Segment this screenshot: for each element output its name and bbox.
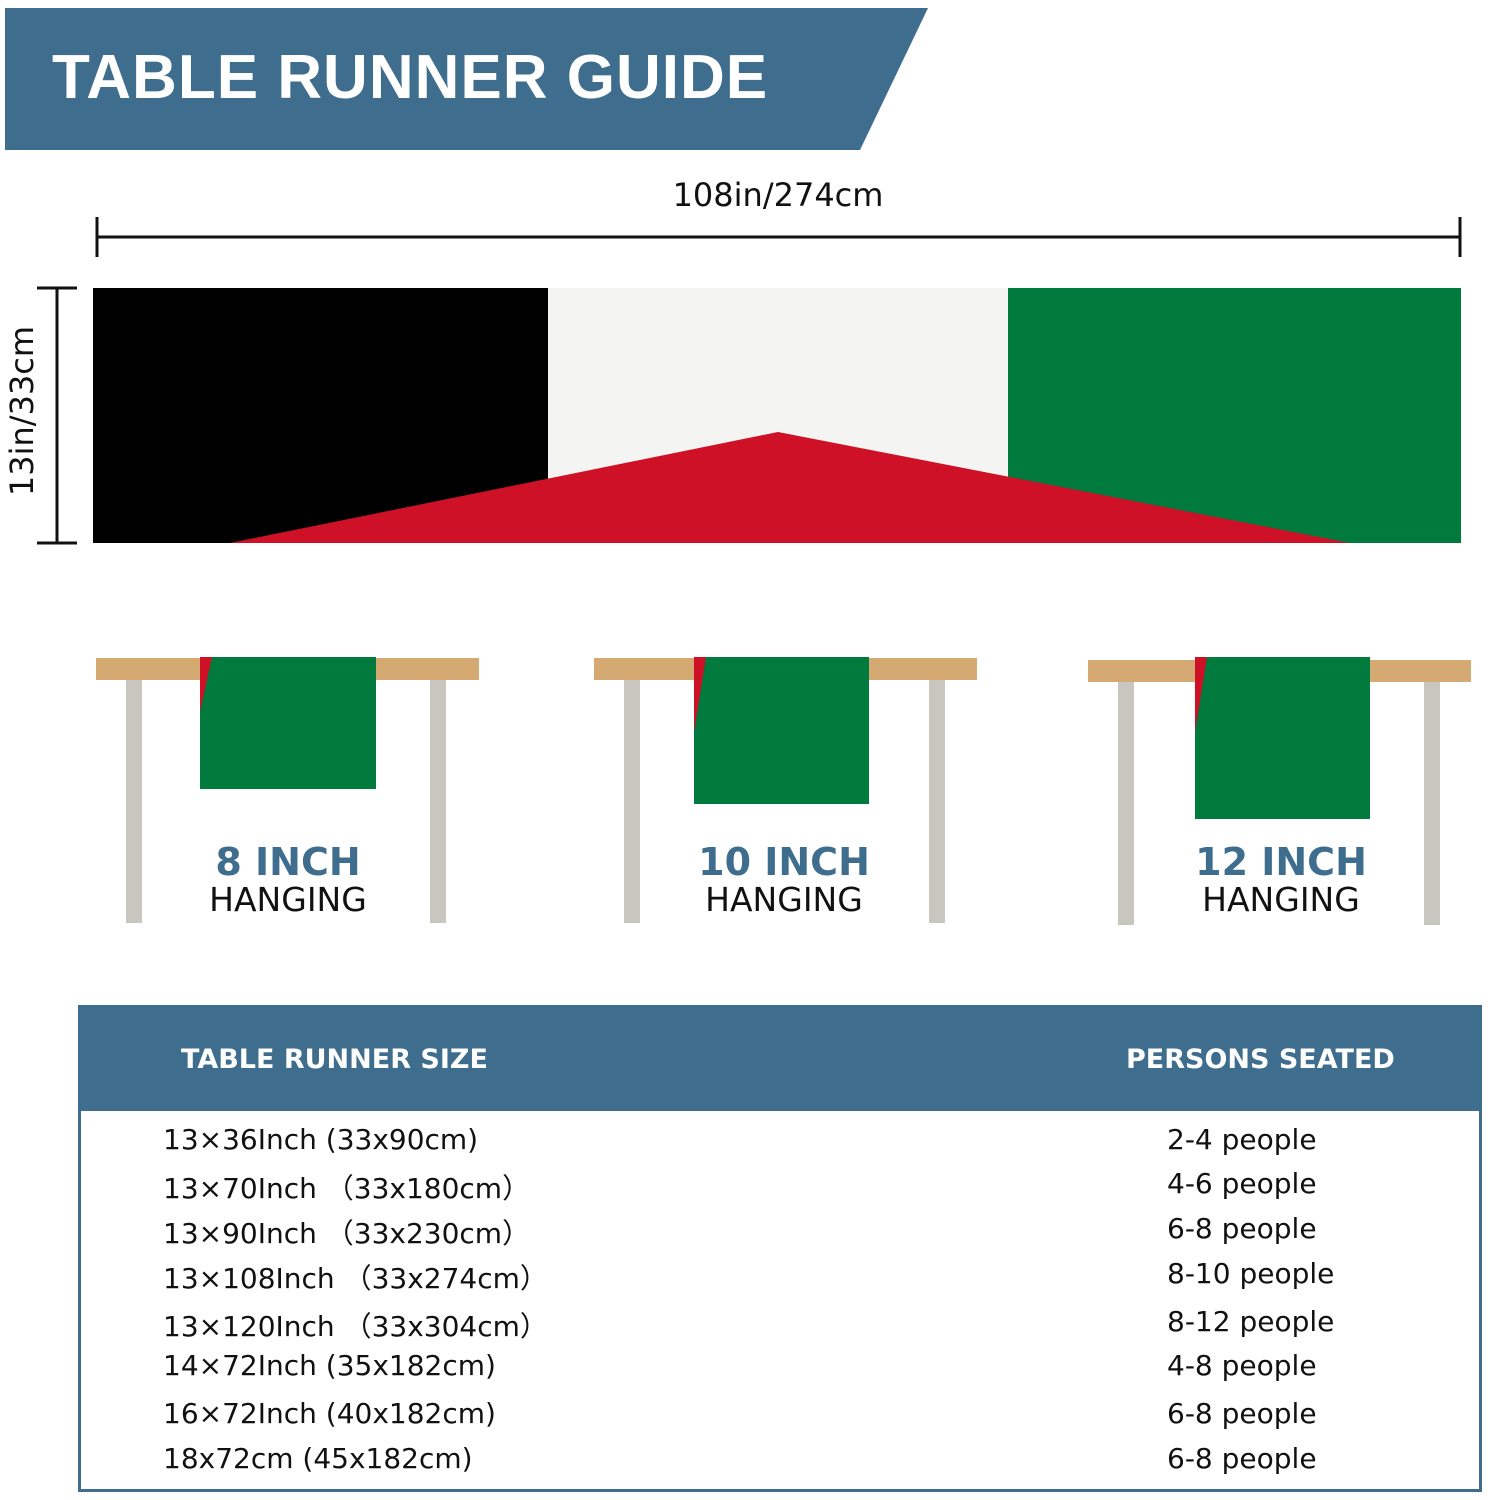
header-size: TABLE RUNNER SIZE bbox=[181, 1044, 488, 1075]
size-cell: 16×72Inch (40x182cm) bbox=[163, 1397, 496, 1430]
hanging-runner bbox=[200, 657, 376, 789]
persons-cell: 8-12 people bbox=[1167, 1305, 1335, 1338]
table-header: TABLE RUNNER SIZE PERSONS SEATED bbox=[81, 1008, 1479, 1111]
size-cell: 13×90Inch （33x230cm） bbox=[163, 1217, 531, 1250]
length-label: 108in/274cm bbox=[672, 176, 884, 214]
persons-cell: 2-4 people bbox=[1167, 1123, 1317, 1156]
persons-cell: 6-8 people bbox=[1167, 1442, 1317, 1475]
hanging-size: 10 INCH bbox=[698, 840, 870, 884]
hanging-label: HANGING bbox=[1202, 880, 1360, 919]
size-cell: 18x72cm (45x182cm) bbox=[163, 1442, 473, 1475]
size-cell: 14×72Inch (35x182cm) bbox=[163, 1349, 496, 1382]
size-cell: 13×120Inch （33x304cm） bbox=[163, 1310, 548, 1343]
flag-runner bbox=[93, 288, 1461, 543]
table-leg bbox=[430, 680, 446, 923]
table-leg bbox=[1424, 682, 1440, 925]
width-label: 13in/33cm bbox=[3, 325, 41, 497]
hanging-size: 12 INCH bbox=[1195, 840, 1367, 884]
page-title: TABLE RUNNER GUIDE bbox=[52, 43, 769, 112]
hanging-label: HANGING bbox=[209, 880, 367, 919]
hanging-label: HANGING bbox=[705, 880, 863, 919]
persons-cell: 4-8 people bbox=[1167, 1349, 1317, 1382]
banner-and-runner-graphic bbox=[5, 8, 1462, 545]
header-persons: PERSONS SEATED bbox=[1126, 1044, 1395, 1075]
table-leg bbox=[624, 680, 640, 923]
length-dimension-line bbox=[95, 217, 1462, 257]
title-banner bbox=[5, 8, 928, 150]
table-leg bbox=[929, 680, 945, 923]
persons-cell: 6-8 people bbox=[1167, 1397, 1317, 1430]
size-cell: 13×36Inch (33x90cm) bbox=[163, 1123, 479, 1156]
hanging-runner bbox=[694, 657, 869, 804]
hanging-size: 8 INCH bbox=[215, 840, 361, 884]
hanging-runner bbox=[1195, 657, 1370, 819]
persons-cell: 6-8 people bbox=[1167, 1212, 1317, 1245]
table-leg bbox=[1118, 682, 1134, 925]
size-cell: 13×108Inch （33x274cm） bbox=[163, 1262, 548, 1295]
red-corner bbox=[200, 657, 212, 712]
size-cell: 13×70Inch （33x180cm） bbox=[163, 1172, 531, 1205]
red-corner bbox=[694, 657, 706, 732]
table-leg bbox=[126, 680, 142, 923]
width-dimension-line bbox=[37, 286, 77, 545]
persons-cell: 8-10 people bbox=[1167, 1257, 1335, 1290]
red-corner bbox=[1195, 657, 1207, 732]
persons-cell: 4-6 people bbox=[1167, 1167, 1317, 1200]
size-table: TABLE RUNNER SIZE PERSONS SEATED 13×36In… bbox=[78, 1005, 1482, 1492]
